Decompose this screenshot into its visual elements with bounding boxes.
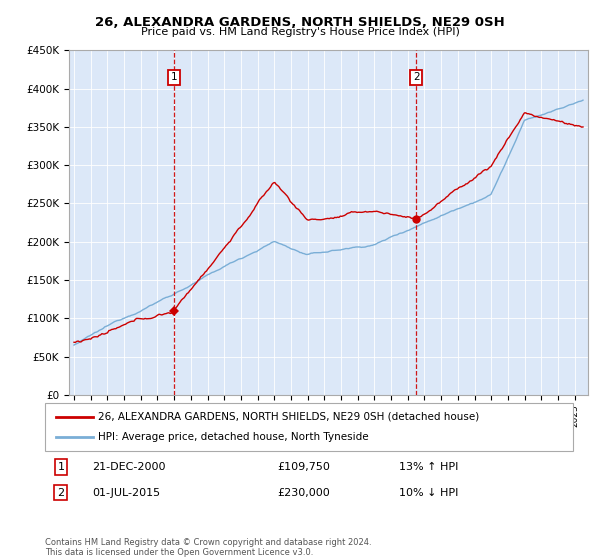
Text: 26, ALEXANDRA GARDENS, NORTH SHIELDS, NE29 0SH (detached house): 26, ALEXANDRA GARDENS, NORTH SHIELDS, NE… (98, 412, 479, 422)
Text: £230,000: £230,000 (277, 488, 330, 498)
Text: 2: 2 (413, 72, 419, 82)
Text: 1: 1 (171, 72, 178, 82)
Text: 10% ↓ HPI: 10% ↓ HPI (399, 488, 458, 498)
Text: 1: 1 (58, 462, 64, 472)
Text: 13% ↑ HPI: 13% ↑ HPI (399, 462, 458, 472)
Text: HPI: Average price, detached house, North Tyneside: HPI: Average price, detached house, Nort… (98, 432, 368, 442)
Text: 2: 2 (57, 488, 64, 498)
Text: £109,750: £109,750 (277, 462, 330, 472)
Text: 26, ALEXANDRA GARDENS, NORTH SHIELDS, NE29 0SH: 26, ALEXANDRA GARDENS, NORTH SHIELDS, NE… (95, 16, 505, 29)
Text: 21-DEC-2000: 21-DEC-2000 (92, 462, 166, 472)
Text: Price paid vs. HM Land Registry's House Price Index (HPI): Price paid vs. HM Land Registry's House … (140, 27, 460, 37)
Text: 01-JUL-2015: 01-JUL-2015 (92, 488, 161, 498)
FancyBboxPatch shape (45, 403, 573, 451)
Text: Contains HM Land Registry data © Crown copyright and database right 2024.
This d: Contains HM Land Registry data © Crown c… (45, 538, 371, 557)
